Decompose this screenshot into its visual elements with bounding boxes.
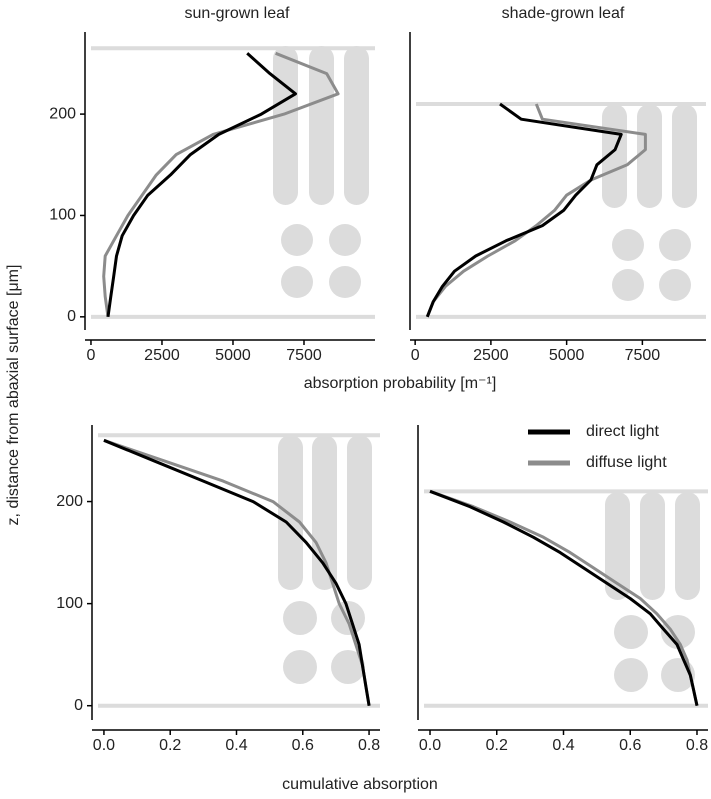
x-tick-label: 0.2 — [159, 737, 181, 754]
cell — [612, 229, 644, 261]
cell — [614, 615, 648, 649]
cell — [331, 650, 365, 684]
cell — [278, 435, 303, 590]
x-tick-label: 5000 — [549, 347, 585, 364]
x-tick-label: 0 — [87, 347, 96, 364]
panel-title: sun-grown leaf — [185, 5, 291, 22]
series-line — [103, 438, 371, 706]
series-line — [425, 103, 647, 318]
series-line — [425, 102, 623, 318]
cell — [309, 46, 334, 205]
cell — [661, 615, 695, 649]
cell — [273, 46, 298, 205]
panel-title: shade-grown leaf — [502, 5, 625, 22]
x-tick-label: 0.6 — [292, 737, 314, 754]
cell — [344, 46, 369, 205]
x-axis-label: cumulative absorption — [282, 776, 438, 793]
x-tick-label: 5000 — [215, 347, 251, 364]
x-tick-label: 7500 — [286, 347, 322, 364]
x-tick-label: 7500 — [625, 347, 661, 364]
cell — [329, 224, 361, 256]
legend-label: direct light — [586, 423, 659, 440]
x-tick-label: 0.4 — [225, 737, 247, 754]
x-tick-label: 0.0 — [93, 737, 115, 754]
x-tick-label: 0.4 — [552, 737, 574, 754]
x-tick-label: 0.8 — [358, 737, 380, 754]
y-axis-label: z, distance from abaxial surface [μm] — [5, 265, 22, 526]
y-tick-label: 200 — [56, 493, 83, 510]
cell — [281, 224, 313, 256]
cell — [605, 492, 630, 600]
x-tick-label: 2500 — [473, 347, 509, 364]
series-line — [102, 51, 340, 318]
cell — [659, 269, 691, 301]
x-axis-label: absorption probability [m⁻¹] — [304, 375, 497, 392]
cell — [312, 435, 337, 590]
cell — [672, 104, 697, 208]
series-line — [106, 52, 297, 318]
cell — [659, 229, 691, 261]
x-tick-label: 0.0 — [419, 737, 441, 754]
x-tick-label: 0.2 — [486, 737, 508, 754]
legend-label: diffuse light — [586, 454, 667, 471]
cell — [640, 492, 665, 600]
cell — [637, 104, 662, 208]
y-tick-label: 200 — [49, 105, 76, 122]
cell — [283, 650, 317, 684]
y-tick-label: 100 — [56, 595, 83, 612]
cell — [614, 658, 648, 692]
cell — [612, 269, 644, 301]
x-tick-label: 0 — [411, 347, 420, 364]
cell — [281, 266, 313, 298]
x-tick-label: 2500 — [144, 347, 180, 364]
cell — [331, 601, 365, 635]
cell — [283, 601, 317, 635]
x-tick-label: 0.8 — [686, 737, 708, 754]
cell — [329, 266, 361, 298]
y-tick-label: 100 — [49, 207, 76, 224]
x-tick-label: 0.6 — [619, 737, 641, 754]
cell — [675, 492, 700, 600]
y-tick-label: 0 — [67, 308, 76, 325]
y-tick-label: 0 — [74, 697, 83, 714]
cell — [347, 435, 372, 590]
series-line — [429, 489, 699, 707]
